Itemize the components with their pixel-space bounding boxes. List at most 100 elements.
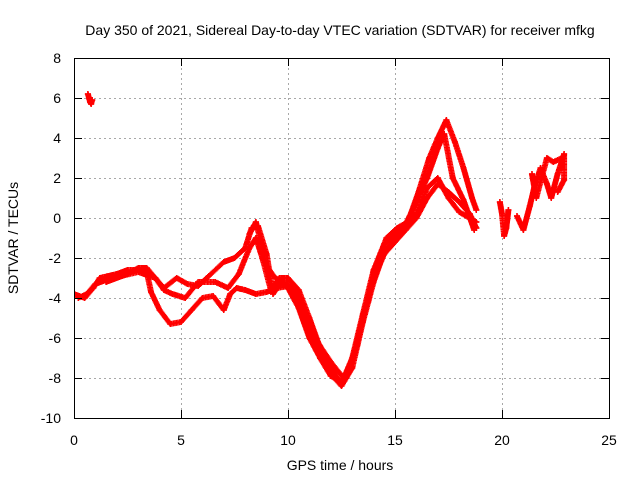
data-point — [231, 255, 238, 261]
x-tick-label: 0 — [70, 432, 78, 448]
data-point — [426, 155, 433, 161]
data-point — [469, 195, 476, 201]
x-tick-label: 25 — [601, 432, 617, 448]
data-point — [242, 287, 249, 293]
data-point — [351, 351, 358, 357]
x-tick-label: 5 — [177, 432, 185, 448]
data-point — [220, 307, 227, 313]
data-point — [554, 171, 561, 177]
data-point — [235, 271, 242, 277]
y-tick-label: -6 — [49, 330, 62, 346]
data-point — [210, 293, 217, 299]
chart-title: Day 350 of 2021, Sidereal Day-to-day VTE… — [85, 22, 594, 38]
data-point — [143, 265, 150, 271]
data-point — [456, 209, 463, 215]
data-point — [340, 375, 347, 381]
data-point — [561, 151, 568, 157]
data-point — [327, 359, 334, 365]
y-tick-label: 8 — [53, 50, 61, 66]
data-point — [89, 97, 96, 103]
data-point — [178, 319, 184, 325]
tick-layer: 0 5 10 15 20 25 -10 -8 -6 -4 -2 0 2 4 6 8 — [41, 50, 617, 448]
data-point — [135, 269, 142, 275]
data-point — [169, 291, 176, 297]
y-tick-label: 4 — [53, 130, 61, 146]
data-point — [449, 175, 456, 181]
data-point — [537, 165, 544, 171]
data-point — [195, 279, 202, 285]
data-point — [246, 231, 253, 237]
data-point — [424, 185, 431, 191]
x-axis-label: GPS time / hours — [287, 457, 394, 473]
data-point — [270, 291, 277, 297]
data-point — [394, 225, 401, 231]
data-point — [152, 275, 159, 281]
data-point — [148, 289, 155, 295]
x-tick-label: 15 — [387, 432, 403, 448]
data-point — [118, 273, 125, 279]
data-point — [543, 181, 550, 187]
data-point — [460, 165, 467, 171]
data-point — [550, 159, 557, 165]
data-point — [92, 281, 99, 287]
data-point — [252, 219, 259, 225]
data-point — [263, 263, 270, 269]
data-point — [528, 171, 535, 177]
series-late-segment-c — [528, 155, 565, 201]
data-point — [246, 245, 253, 251]
y-tick-label: -2 — [49, 250, 62, 266]
data-point — [554, 189, 561, 195]
data-point — [267, 287, 274, 293]
data-point — [85, 95, 92, 101]
data-point — [558, 155, 565, 161]
data-point — [413, 211, 420, 217]
y-tick-label: -10 — [41, 410, 61, 426]
data-point — [372, 263, 379, 269]
data-point — [460, 197, 467, 203]
data-point — [501, 233, 508, 239]
data-point — [285, 281, 291, 287]
data-point — [543, 155, 550, 161]
x-tick-label: 10 — [280, 432, 296, 448]
data-point — [473, 219, 480, 225]
plot-frame — [74, 58, 610, 419]
data-point — [252, 291, 259, 297]
data-point — [83, 291, 90, 297]
data-point — [505, 207, 512, 213]
data-point — [471, 227, 478, 233]
y-axis-label: SDTVAR / TECUs — [5, 182, 21, 294]
data-point — [520, 227, 527, 233]
data-point — [404, 219, 411, 225]
data-point — [434, 175, 441, 181]
data-point — [306, 323, 313, 329]
data-point — [295, 293, 302, 299]
data-point — [88, 101, 95, 107]
y-tick-label: 6 — [53, 90, 61, 106]
series-track-d — [246, 117, 480, 381]
y-tick-label: -8 — [49, 370, 62, 386]
y-tick-label: -4 — [49, 290, 62, 306]
data-point — [451, 139, 458, 145]
data-point — [317, 343, 324, 349]
data-point — [182, 295, 189, 301]
data-point — [473, 207, 480, 213]
data-point — [558, 165, 565, 171]
series-late-segment-a — [496, 199, 512, 239]
data-point — [496, 199, 503, 205]
data-point — [503, 225, 510, 231]
data-point — [415, 189, 422, 195]
data-point — [383, 235, 390, 241]
data-point — [227, 291, 234, 297]
data-point — [263, 289, 270, 295]
data-point — [103, 277, 110, 283]
data-point — [499, 211, 505, 217]
data-point — [272, 275, 279, 281]
data-point — [445, 195, 452, 201]
data-point — [526, 203, 533, 209]
data-point — [212, 279, 219, 285]
data-point — [443, 117, 450, 123]
data-point — [184, 281, 191, 287]
data-point — [561, 177, 568, 183]
